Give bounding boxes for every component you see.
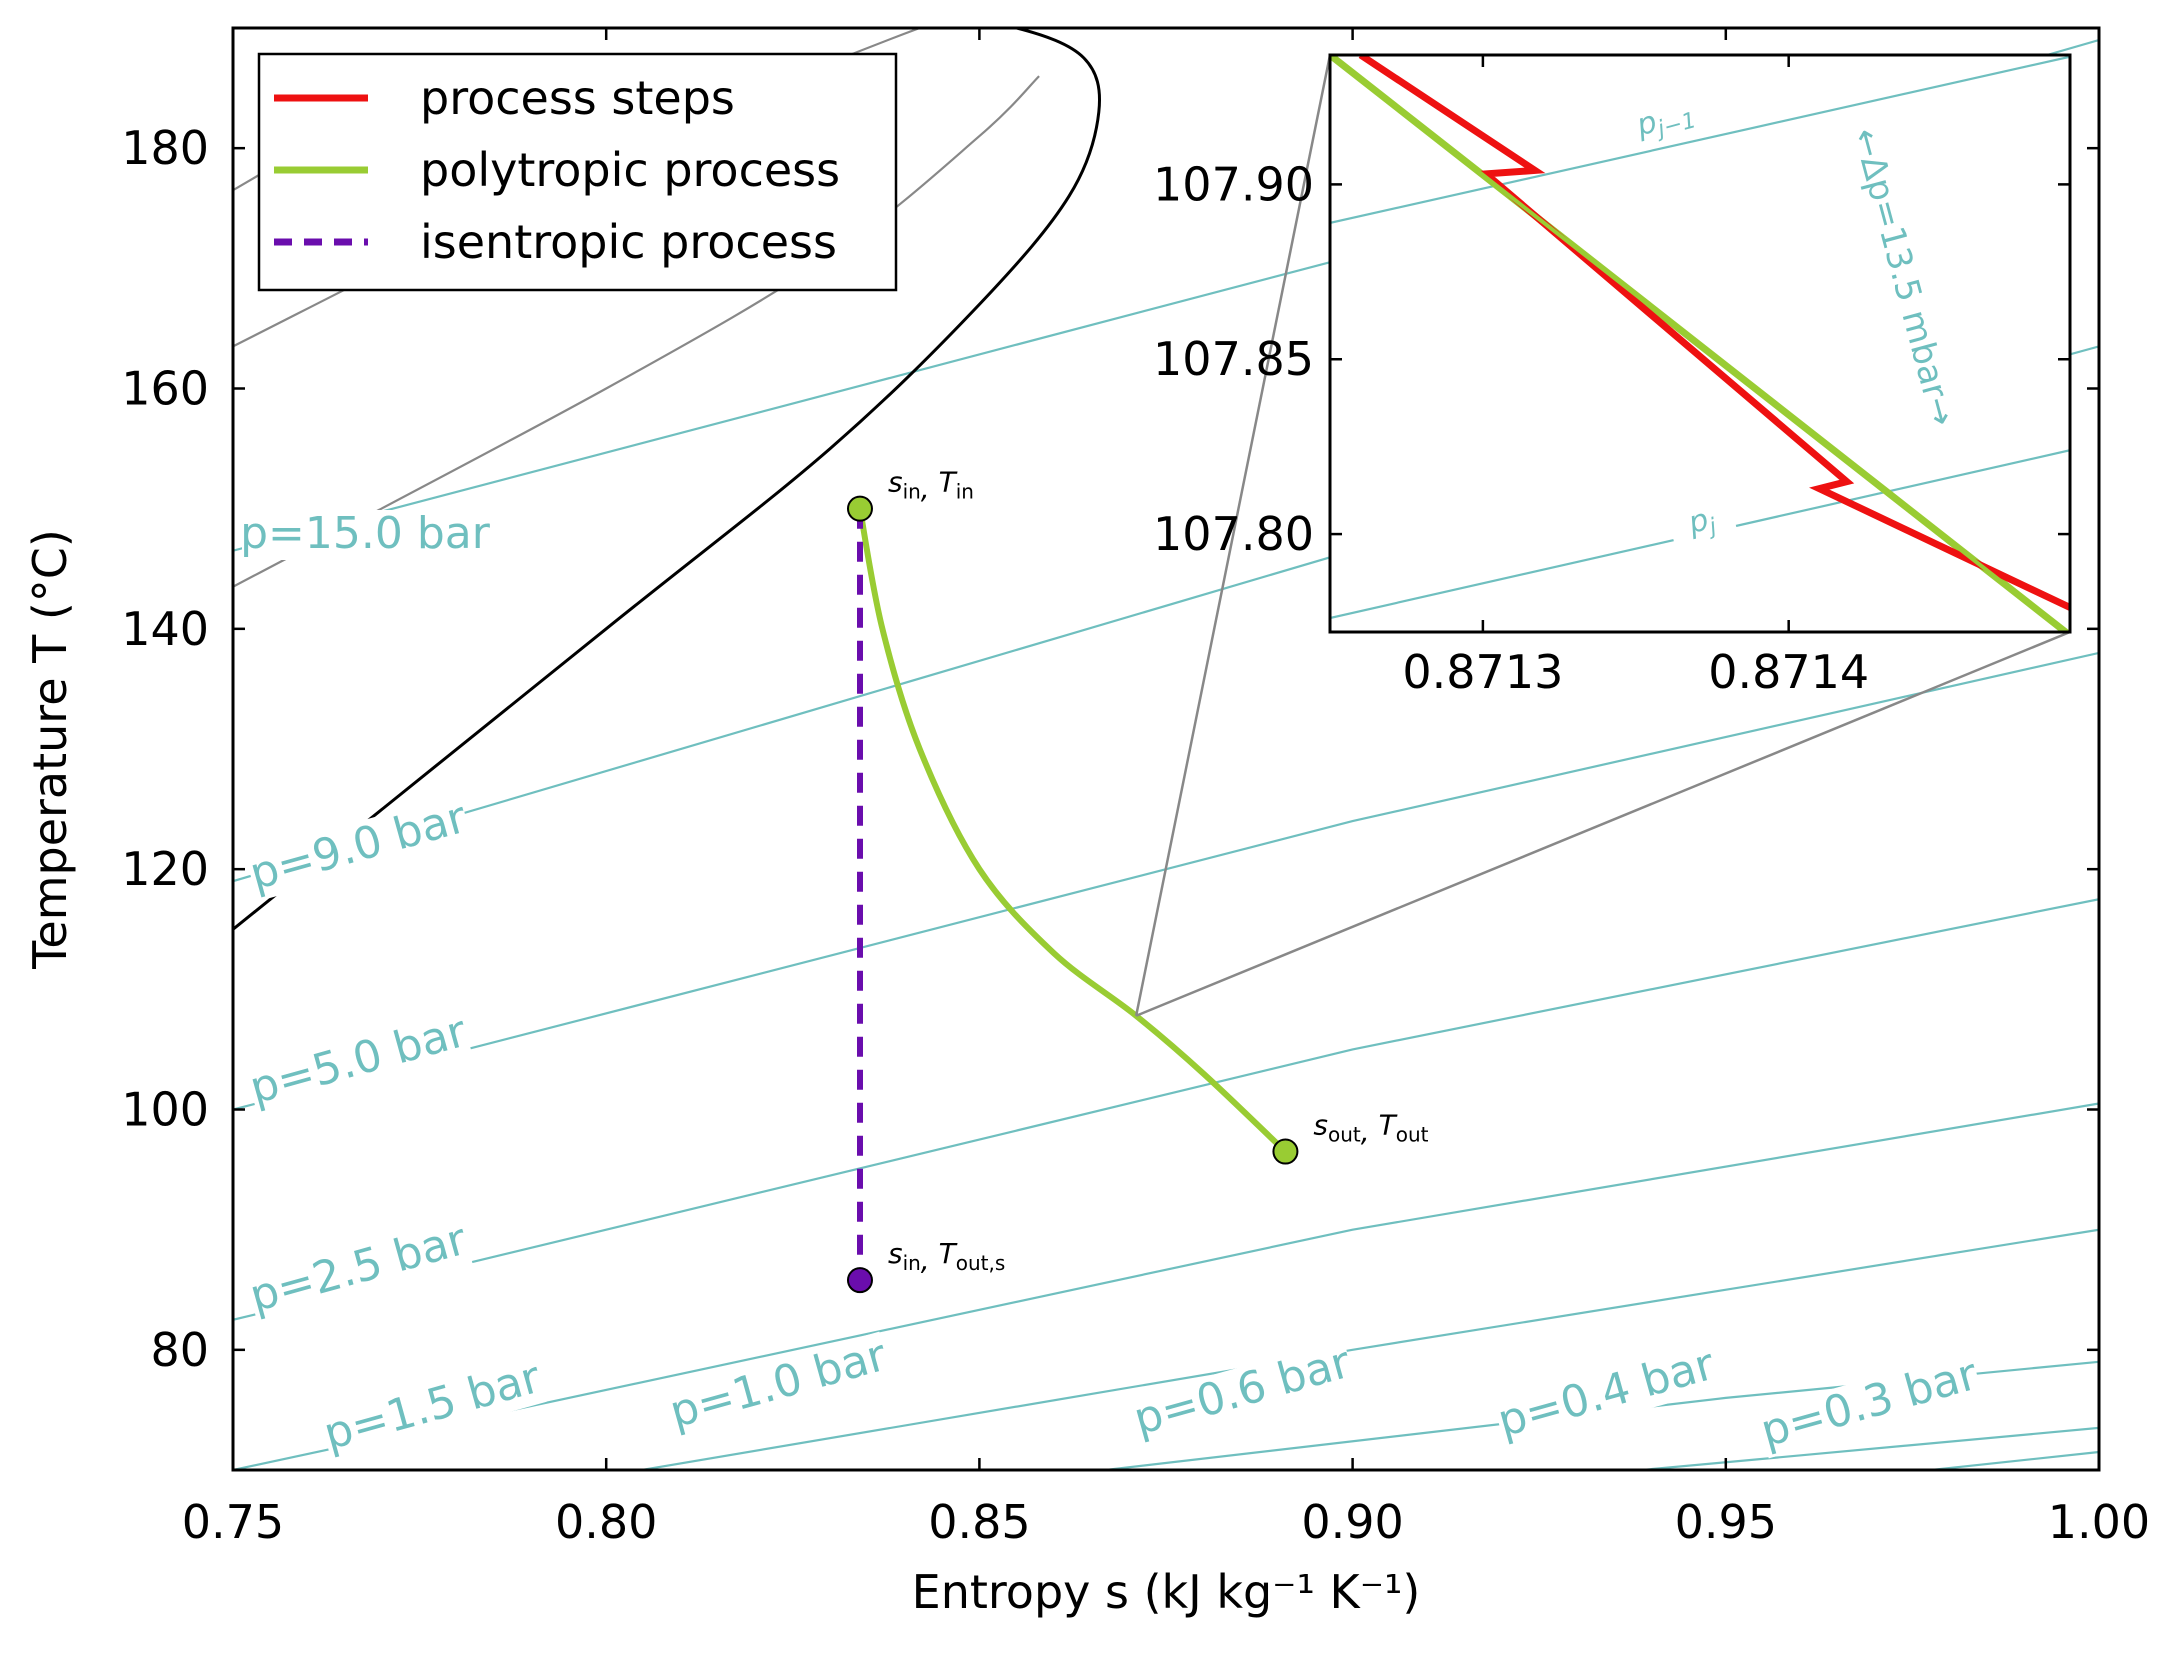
- isobar-label-p-2-5-bar: p=2.5 bar: [244, 1214, 472, 1323]
- inset-y-tick-label-2: 107.90: [1153, 157, 1314, 211]
- state-points: sin, Tin sout, Tout sin, Tout,s: [846, 466, 1429, 1294]
- isobar-line-p-0-4-bar: [1629, 1426, 2099, 1470]
- state-point-label-2: sout, Tout: [1313, 1109, 1428, 1149]
- isobar-label-backdrop-p-1-0-bar: [664, 1331, 893, 1440]
- inset-isobar-line-1: [1330, 55, 2070, 224]
- isobar-line-p-0-3-bar: [1920, 1450, 2099, 1470]
- state-point-3: [846, 1267, 873, 1294]
- inset-y-tick-label-0: 107.80: [1153, 507, 1314, 561]
- inset-process-steps-line: [1358, 55, 2070, 611]
- state-point-label-3: sin, Tout,s: [888, 1237, 1005, 1277]
- isobar-line-p-1-0-bar: [635, 1228, 2099, 1470]
- isobar-label-backdrop-p-5-0-bar: [244, 1007, 473, 1116]
- x-tick-label-3: 0.90: [1301, 1495, 1403, 1549]
- inset-x-tick-label-0: 0.8713: [1402, 645, 1563, 699]
- isobar-label-backdrop-p-9-0-bar: [244, 793, 473, 902]
- isobar-label-backdrop-p-0-3-bar: [1755, 1350, 1984, 1459]
- isobar-label-backdrop-p-0-6-bar: [1128, 1338, 1357, 1447]
- x-axis-title: Entropy s (kJ kg⁻¹ K⁻¹): [912, 1565, 1421, 1619]
- main-plot-frame: [231, 26, 2101, 1472]
- x-tick-label-4: 0.95: [1675, 1495, 1777, 1549]
- isobar-label-backdrop-p-15-0-bar: [242, 510, 488, 560]
- inset-frame: [1328, 53, 2072, 634]
- isobar-label-p-15-0-bar: p=15.0 bar: [240, 508, 491, 559]
- y-tick-label-4: 160: [121, 362, 209, 416]
- x-tick-label-5: 1.00: [2048, 1495, 2150, 1549]
- isobar-label-backdrop-p-2-5-bar: [244, 1215, 473, 1324]
- state-point-2: [1272, 1138, 1299, 1165]
- isobar-label-p-1-5-bar: p=1.5 bar: [318, 1352, 546, 1461]
- inset-y-tick-label-1: 107.85: [1153, 332, 1314, 386]
- y-tick-label-1: 100: [121, 1083, 209, 1137]
- inset-x-tick-label-1: 0.8714: [1708, 645, 1869, 699]
- y-tick-label-5: 180: [121, 121, 209, 175]
- x-tick-label-2: 0.85: [928, 1495, 1030, 1549]
- isobar-label-backdrop-p-1-5-bar: [318, 1353, 547, 1462]
- inset-polytropic-line-overlay: [1330, 55, 2069, 632]
- state-point-1: [846, 495, 873, 522]
- saturation-dome-line: [233, 28, 1101, 931]
- isobar-label-p-9-0-bar: p=9.0 bar: [244, 792, 472, 901]
- y-tick-label-0: 80: [150, 1323, 209, 1377]
- inset-isobar-label-backdrop-2: [1665, 494, 1739, 550]
- state-point-label-1: sin, Tin: [888, 466, 974, 506]
- series-line-polytropic-process: [857, 508, 1288, 1154]
- isobar-label-p-5-0-bar: p=5.0 bar: [244, 1006, 472, 1115]
- x-tick-label-0: 0.75: [182, 1495, 284, 1549]
- zoom-connector-lower: [1135, 630, 2071, 1017]
- isobar-line-p-2-5-bar: [233, 898, 2099, 1321]
- legend-label-polytropic-process: polytropic process: [420, 143, 840, 197]
- inset-plot-area: [1330, 55, 2070, 632]
- isobar-label-p-0-6-bar: p=0.6 bar: [1128, 1337, 1356, 1446]
- y-axis-title: Temperature T (°C): [23, 529, 77, 970]
- zoom-connector-upper: [1134, 54, 1332, 1017]
- legend: process steps polytropic process isentropi…: [257, 52, 898, 292]
- legend-label-process-steps: process steps: [420, 71, 735, 125]
- main-axis-ticks: 0.75 0.80 0.85 0.90 0.95 1.00 80 100 120 140 160 18…: [121, 28, 2150, 1549]
- x-tick-label-1: 0.80: [555, 1495, 657, 1549]
- isobar-line-p-5-0-bar: [233, 651, 2099, 1111]
- gray-curve-2: [233, 75, 1040, 588]
- isobar-line-p-1-5-bar: [233, 1102, 2099, 1470]
- y-tick-label-3: 140: [121, 602, 209, 656]
- isobar-label-p-1-0-bar: p=1.0 bar: [664, 1330, 892, 1439]
- legend-label-isentropic-process: isentropic process: [420, 215, 837, 269]
- isobar-label-p-0-4-bar: p=0.4 bar: [1492, 1339, 1720, 1448]
- isobar-label-backdrop-p-0-4-bar: [1492, 1340, 1721, 1449]
- zoom-connector-lines: [1134, 54, 2071, 1017]
- inset-axis-ticks: 0.8713 0.8714 107.80 107.85 107.90: [1153, 55, 2070, 699]
- y-tick-label-2: 120: [121, 842, 209, 896]
